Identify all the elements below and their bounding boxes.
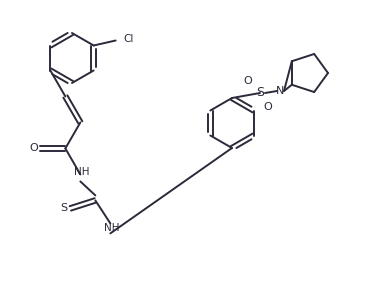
Text: S: S — [60, 203, 67, 213]
Text: NH: NH — [104, 223, 119, 233]
Text: O: O — [29, 143, 38, 153]
Text: N: N — [276, 86, 284, 96]
Text: S: S — [256, 87, 264, 100]
Text: Cl: Cl — [124, 35, 134, 44]
Text: NH: NH — [74, 168, 89, 177]
Text: O: O — [244, 76, 253, 86]
Text: O: O — [264, 102, 272, 112]
